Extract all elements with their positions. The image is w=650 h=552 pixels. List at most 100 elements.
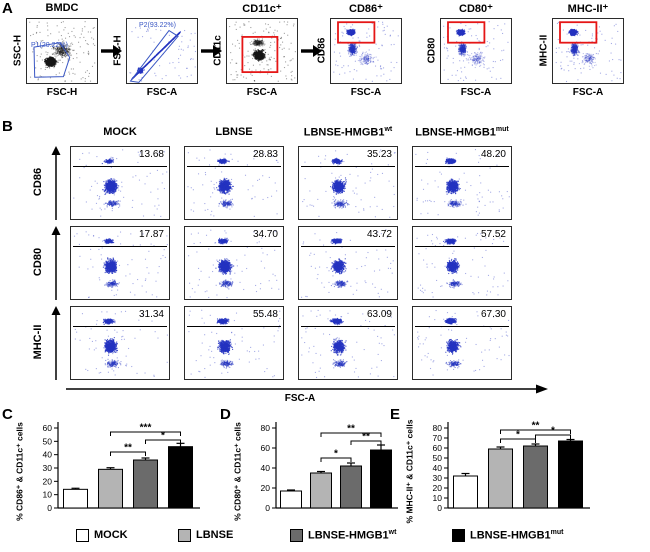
percentage-label: 13.68 [138,149,164,160]
panel-a-label: A [2,0,13,17]
legend-label-wrap: LBNSE-HMGB1mut [470,529,564,542]
sig-label: ** [347,424,355,435]
flow-plot-canvas [299,147,397,219]
sig-bracket [500,429,571,434]
flow-plot-canvas [71,147,169,219]
flow-plot [70,146,170,220]
flow-step-arrow-icon [101,45,122,57]
flow-plot [330,18,402,84]
bar-lbnse [310,472,332,509]
sig-label: ** [532,421,540,432]
chart-y-axis-title: % MHC-II⁺ & CD11c⁺ cells [404,419,415,524]
flow-plot [412,226,512,300]
sig-bracket [320,457,352,462]
column-header: LBNSE-HMGB1mut [405,126,519,139]
x-axis-label: FSC-A [146,87,178,98]
row-axis-arrow-icon [51,226,61,300]
legend-swatch [290,529,303,542]
sig-bracket [500,438,536,443]
x-axis-label: FSC-A [572,87,604,98]
sig-label: ** [124,443,132,454]
gate-label: P1(20.22%) [31,42,68,49]
percentage-label: 63.09 [366,309,392,320]
row-axis-arrow-icon [51,306,61,380]
column-header-text: LBNSE [215,126,253,138]
arrow-head [213,45,222,57]
flow-plot-canvas [27,19,97,83]
percentage-label: 43.72 [366,229,392,240]
legend-label-text: LBNSE-HMGB1 [308,529,389,542]
legend-label-sup: wt [388,529,397,536]
flow-plot-canvas [441,19,511,83]
percentage-label: 35.23 [366,149,392,160]
flow-plot [184,146,284,220]
panel-b-label: B [2,118,13,135]
flow-plot-canvas [185,227,283,299]
y-tick-label: 10 [433,493,443,503]
panel-e-label: E [390,406,401,423]
bar-lbnse-hmgb1wt [340,465,362,509]
plot-title: CD86⁺ [349,3,383,15]
bar-mock [280,490,302,509]
y-tick-label: 50 [43,436,53,446]
sig-bracket [145,439,181,444]
y-tick-label: 40 [43,450,53,460]
gate-label: P2(93.22%) [139,22,176,29]
bar-lbnse [488,448,513,509]
flow-plot [298,226,398,300]
legend-item: MOCK [76,528,176,544]
percentage-label: 28.83 [252,149,278,160]
chart-y-axis-title: % CD86⁺ & CD11c⁺ cells [14,422,25,521]
arrow-head [51,306,61,315]
column-header: LBNSE [177,126,291,138]
y-tick-label: 60 [43,423,53,433]
percentage-label: 31.34 [138,309,164,320]
y-tick-label: 80 [261,423,271,433]
flow-plot-canvas [227,19,297,83]
y-tick-label: 0 [437,503,442,513]
sig-label: *** [140,423,152,434]
legend-label-text: LBNSE [196,529,234,541]
flow-plot [412,306,512,380]
y-tick-label: 40 [261,463,271,473]
percentage-label: 55.48 [252,309,278,320]
sig-label: * [516,430,520,441]
column-header-text: LBNSE-HMGB1 [303,126,385,139]
y-tick-label: 70 [433,433,443,443]
legend-item: LBNSE-HMGB1mut [452,528,564,544]
flow-plot-canvas [185,147,283,219]
legend-swatch [76,529,89,542]
flow-plot-canvas [299,227,397,299]
sig-label: * [161,431,165,442]
flow-plot [440,18,512,84]
bar-lbnse-hmgb1wt [523,445,548,509]
bar-mock [453,475,478,509]
arrow-head [51,146,61,155]
percentage-label: 57.52 [480,229,506,240]
bar-lbnse-hmgb1wt [133,459,158,509]
sig-label: * [334,449,338,460]
plot-title: CD80⁺ [459,3,493,15]
flow-plot-canvas [413,307,511,379]
flow-plot [70,306,170,380]
legend-label-wrap: MOCK [94,529,128,541]
legend-label-wrap: LBNSE-HMGB1wt [308,529,396,542]
bar-lbnse [98,468,123,509]
sig-bracket [535,434,571,439]
column-header: MOCK [63,126,177,138]
x-axis-label: FSC-H [46,87,78,98]
arrow-head [313,45,322,57]
legend-swatch [178,529,191,542]
y-tick-label: 20 [43,476,53,486]
legend-label-sup: mut [550,529,564,536]
legend-item: LBNSE-HMGB1wt [290,528,396,544]
flow-plot-canvas [553,19,623,83]
bar-lbnse-hmgb1mut [370,449,392,509]
y-tick-label: 50 [433,453,443,463]
x-axis-label: FSC-A [350,87,382,98]
row-label: CD86 [32,167,44,197]
flow-plot [226,18,298,84]
